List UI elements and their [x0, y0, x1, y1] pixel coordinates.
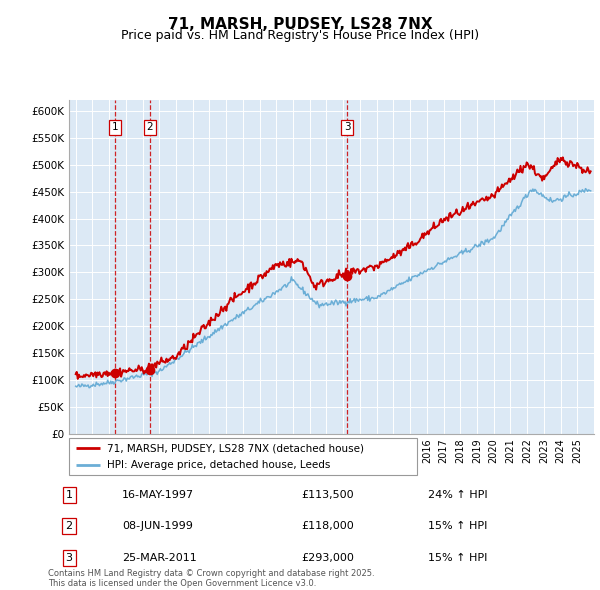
Text: £118,000: £118,000: [301, 521, 354, 530]
Text: 25-MAR-2011: 25-MAR-2011: [122, 553, 197, 563]
Text: 3: 3: [65, 553, 73, 563]
Text: HPI: Average price, detached house, Leeds: HPI: Average price, detached house, Leed…: [107, 460, 331, 470]
Text: £113,500: £113,500: [301, 490, 354, 500]
Text: Contains HM Land Registry data © Crown copyright and database right 2025.
This d: Contains HM Land Registry data © Crown c…: [48, 569, 374, 588]
Text: 1: 1: [65, 490, 73, 500]
Text: Price paid vs. HM Land Registry's House Price Index (HPI): Price paid vs. HM Land Registry's House …: [121, 30, 479, 42]
Text: 3: 3: [344, 122, 350, 132]
FancyBboxPatch shape: [69, 438, 417, 475]
Text: 71, MARSH, PUDSEY, LS28 7NX (detached house): 71, MARSH, PUDSEY, LS28 7NX (detached ho…: [107, 443, 364, 453]
Text: 2: 2: [65, 521, 73, 530]
Text: 15% ↑ HPI: 15% ↑ HPI: [428, 521, 488, 530]
Text: 71, MARSH, PUDSEY, LS28 7NX: 71, MARSH, PUDSEY, LS28 7NX: [167, 17, 433, 31]
Text: 15% ↑ HPI: 15% ↑ HPI: [428, 553, 488, 563]
Text: 16-MAY-1997: 16-MAY-1997: [122, 490, 194, 500]
Text: 24% ↑ HPI: 24% ↑ HPI: [428, 490, 488, 500]
Text: 2: 2: [146, 122, 153, 132]
Text: 08-JUN-1999: 08-JUN-1999: [122, 521, 193, 530]
Text: 1: 1: [112, 122, 119, 132]
Text: £293,000: £293,000: [301, 553, 355, 563]
